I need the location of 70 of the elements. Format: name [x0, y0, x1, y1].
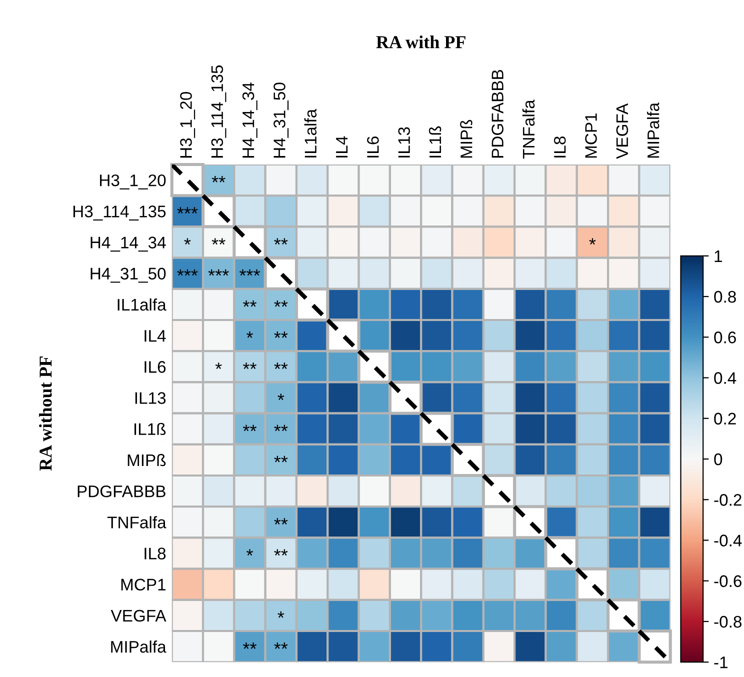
data-label: **	[243, 362, 256, 369]
y-tick-label: IL1ß	[134, 422, 166, 436]
y-tick-label: IL4	[144, 330, 166, 342]
data-label: ***	[177, 207, 198, 214]
y-tick-label: H3_1_20	[100, 174, 166, 190]
data-label: **	[274, 518, 288, 524]
y-tick-label: H4_31_50	[90, 268, 166, 283]
data-label: *	[215, 362, 222, 369]
x-tick-label: IL13	[398, 127, 410, 158]
y-tick-label: PDGFABBB	[78, 485, 166, 498]
color-bar-label: 0.4	[714, 372, 736, 384]
data-label: **	[274, 642, 288, 649]
data-label: *	[278, 611, 284, 618]
data-label: **	[212, 176, 226, 182]
x-tick-label: IL4	[336, 136, 348, 158]
y-tick-label: MIPalfa	[111, 640, 166, 653]
y-tick-label: H3_114_135	[73, 206, 166, 221]
data-label: **	[243, 642, 256, 649]
y-tick-label: IL8	[144, 548, 166, 560]
y-tick-label: MIPß	[128, 454, 166, 466]
y-tick-label: IL6	[144, 361, 166, 373]
data-label: ***	[208, 269, 229, 276]
data-label: **	[243, 300, 256, 307]
data-label: ***	[177, 269, 198, 276]
color-bar-label: 1	[714, 250, 722, 262]
y-axis-title: RA without PF	[39, 356, 52, 471]
x-tick-label: PDGFABBB	[492, 70, 504, 158]
color-bar-label: 0.8	[714, 290, 736, 303]
color-bar-label: -0.8	[714, 616, 742, 628]
y-tick-label: VEGFA	[110, 610, 166, 622]
data-label: ***	[240, 269, 260, 276]
y-tick-label: IL13	[135, 392, 166, 404]
data-label: **	[212, 238, 226, 245]
data-label: **	[274, 549, 288, 556]
y-tick-label: MCP1	[121, 578, 166, 591]
data-label: *	[589, 238, 596, 245]
x-tick-label: H4_14_34	[242, 82, 258, 158]
color-bar-label: -0.6	[714, 575, 742, 588]
color-bar-label: 0	[714, 453, 722, 466]
x-tick-label: H4_31_50	[274, 82, 289, 158]
x-tick-label: H3_114_135	[211, 65, 226, 158]
x-tick-label: IL6	[367, 136, 379, 158]
data-label: **	[274, 238, 288, 245]
data-label: **	[274, 300, 288, 307]
color-bar-label: 0.6	[714, 332, 736, 344]
color-bar-label: -1	[714, 656, 728, 668]
color-bar-label: 0.2	[714, 412, 736, 425]
color-bar-label: -0.2	[714, 494, 742, 506]
data-label: *	[184, 238, 191, 245]
x-tick-label: MIPß	[460, 120, 472, 158]
color-bar-label: -0.4	[714, 534, 742, 546]
x-tick-label: MIPalfa	[647, 102, 660, 158]
x-tick-label: MCP1	[585, 113, 597, 158]
x-tick-label: IL8	[554, 136, 566, 158]
x-axis-title: RA with PF	[376, 36, 466, 48]
data-label: *	[246, 549, 253, 556]
x-tick-label: IL1ß	[428, 126, 442, 158]
y-tick-label: H4_14_34	[90, 236, 166, 252]
data-label: **	[243, 424, 256, 432]
data-label: *	[246, 332, 253, 338]
data-label: *	[278, 394, 284, 400]
y-tick-label: TNFalfa	[107, 516, 166, 528]
data-label: **	[274, 332, 288, 338]
x-tick-label: VEGFA	[616, 103, 628, 159]
x-tick-label: IL1alfa	[304, 108, 317, 158]
data-label: **	[274, 456, 288, 462]
y-tick-label: IL1alfa	[118, 298, 166, 311]
data-label: **	[274, 362, 288, 369]
x-tick-label: TNFalfa	[522, 100, 535, 159]
data-label: **	[274, 424, 288, 432]
